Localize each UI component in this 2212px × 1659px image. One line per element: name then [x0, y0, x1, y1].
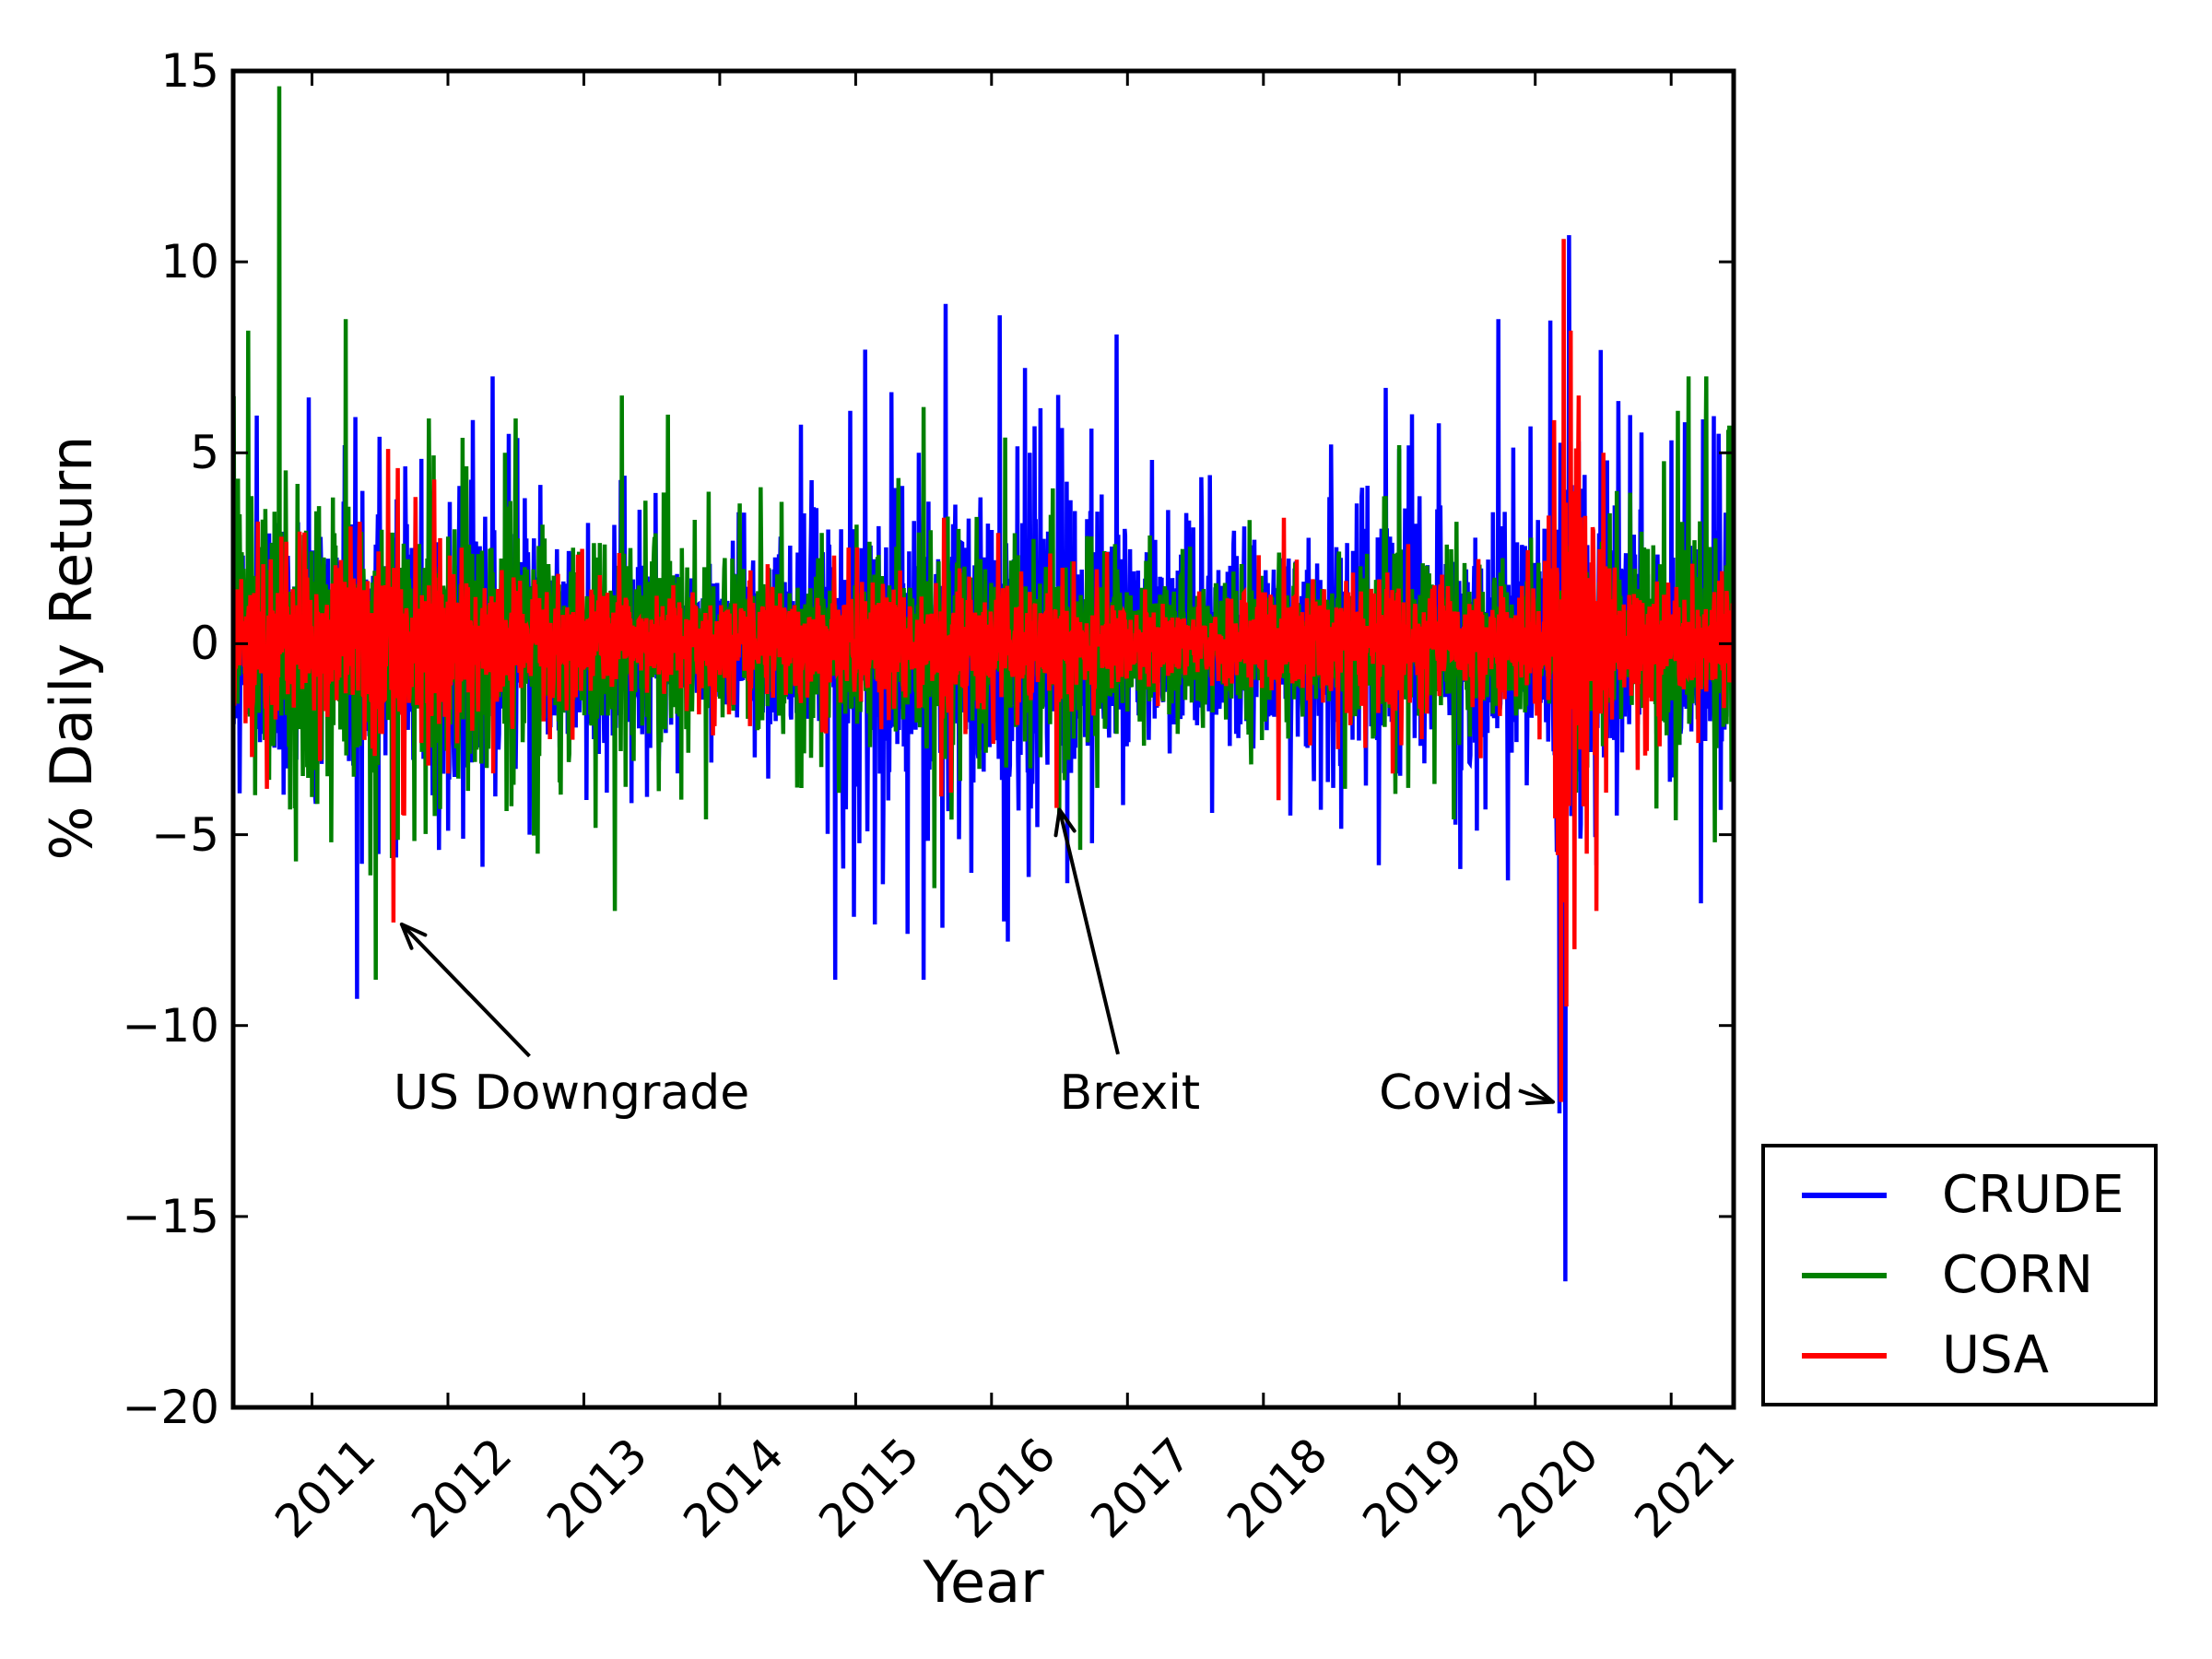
y-tick-label: −15 [122, 1189, 219, 1243]
legend: CRUDE CORN USA [1761, 1144, 2158, 1406]
x-axis-label: Year [923, 1548, 1044, 1616]
annotation-text-brexit: Brexit [1059, 1065, 1201, 1122]
crude-line-sample [1802, 1192, 1887, 1198]
arrowhead-icon [1057, 807, 1077, 833]
legend-entry-corn: CORN [1765, 1244, 2154, 1305]
y-tick-label: 10 [160, 235, 219, 289]
y-tick-label: 15 [160, 44, 219, 98]
annotation-arrow-covid [1518, 1088, 1554, 1104]
annotation-arrow-us-downgrade [400, 923, 531, 1058]
annotation-text-covid: Covid [1379, 1065, 1514, 1122]
corn-line-sample [1802, 1272, 1887, 1278]
y-tick-label: −10 [122, 998, 219, 1053]
arrowhead-icon [1053, 807, 1062, 838]
y-tick-label: 5 [190, 426, 219, 480]
annotation-arrow-brexit [1057, 809, 1120, 1055]
y-tick-label: −5 [151, 807, 219, 862]
legend-label-crude: CRUDE [1942, 1164, 2124, 1225]
arrowhead-icon [1524, 1100, 1555, 1106]
y-tick-label: −20 [122, 1381, 219, 1434]
legend-entry-usa: USA [1765, 1324, 2154, 1385]
legend-entry-crude: CRUDE [1765, 1164, 2154, 1225]
arrowhead-icon [399, 922, 414, 950]
usa-line-sample [1802, 1352, 1887, 1359]
arrowhead-icon [399, 922, 428, 937]
y-tick-label: 0 [190, 617, 219, 671]
series-line-usa [230, 239, 1736, 1102]
legend-label-corn: CORN [1942, 1244, 2093, 1305]
plot-border [230, 68, 1736, 1410]
arrowhead-icon [1531, 1083, 1555, 1104]
annotation-text-us-downgrade: US Downgrade [394, 1065, 750, 1122]
y-axis-label: % Daily Return [38, 435, 105, 861]
legend-label-usa: USA [1942, 1324, 2049, 1385]
